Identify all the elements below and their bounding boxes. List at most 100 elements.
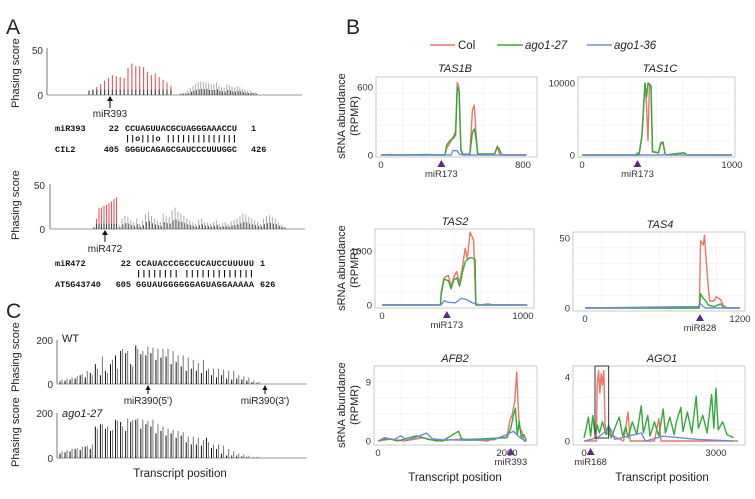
series-line-ago1-36 xyxy=(382,297,528,306)
highlight-box xyxy=(594,365,610,439)
a1-ytick-zero: 0 xyxy=(37,91,43,102)
mirna-arrow xyxy=(145,385,151,394)
y-tick-label: 4 xyxy=(565,373,570,384)
series-line-col xyxy=(585,234,740,309)
alignment-target-end: 626 xyxy=(260,280,275,290)
a2-marker-label: miR472 xyxy=(88,244,123,255)
alignment-mirna-seq: CCAUACCCGCCUCAUCCUUUUU xyxy=(136,259,254,269)
mirna-cleavage-arrow xyxy=(107,96,113,108)
c1-ytick-top: 200 xyxy=(36,336,53,347)
x-tick-label: 0 xyxy=(581,448,586,459)
panel-label-b: B xyxy=(346,16,360,39)
series-line-ago1-27 xyxy=(377,407,528,442)
y-tick-label: 0 xyxy=(367,301,372,312)
b-ylabel-line1: sRNA abundance xyxy=(336,73,348,159)
mirna-arrow xyxy=(262,385,268,394)
b-ylabel-row3: sRNA abundance (RPMR) xyxy=(336,362,361,448)
a2-ytick-zero: 0 xyxy=(39,225,45,236)
legend: Col ago1-27 ago1-36 xyxy=(430,40,657,52)
alignment-mirna-seq: CCUAGUUACGCUAGGGAAACCU xyxy=(125,124,237,134)
y-tick-label: 0 xyxy=(565,437,570,448)
y-tick-label: 0 xyxy=(565,304,570,315)
x-tick-label: 1000 xyxy=(721,160,742,171)
panel-a: Phasing score 50 0 miR393 miR393 22 CCUA… xyxy=(10,38,305,290)
alignment-1: miR393 22 CCUAGUUACGCUAGGGAAACCU 1 ||o||… xyxy=(55,124,266,155)
b-xlabel-right: Transcript position xyxy=(615,472,709,484)
chart-ago1: AGO1 0 3000 0 4 miR168 xyxy=(565,353,746,468)
mirna-target-triangle-icon xyxy=(442,311,451,318)
series-line-ago1-27 xyxy=(382,256,528,306)
b-ylabel-row1: sRNA abundance (RPMR) xyxy=(336,73,361,159)
x-tick-label: 0 xyxy=(378,160,383,171)
series-line-ago1-36 xyxy=(381,149,527,156)
y-tick-label: 0 xyxy=(570,151,575,162)
chart-title: TAS1B xyxy=(438,63,472,75)
alignment-pairing: ||o|||o |||||||||||||| xyxy=(125,134,237,144)
alignment-mirna-start: 22 xyxy=(109,124,119,134)
series-line-ago1-27 xyxy=(582,82,732,156)
mirna-target-triangle-icon xyxy=(506,448,515,455)
series-line-ago1-36 xyxy=(377,430,527,442)
mirna-target-triangle-icon xyxy=(437,160,446,167)
c-xlabel: Transcript position xyxy=(133,468,227,480)
x-tick-label: 2000 xyxy=(496,448,517,459)
c1-ytick-zero: 0 xyxy=(47,380,53,391)
a2-ylabel: Phasing score xyxy=(10,170,22,240)
chart-tas2: TAS2 0 1000 0 1000 miR173 xyxy=(351,216,535,331)
x-tick-label: 800 xyxy=(515,160,531,171)
alignment-mirna-start: 22 xyxy=(121,259,131,269)
b-ylabel-row2: sRNA abundance (RPMR) xyxy=(336,225,361,311)
mirna-cleavage-arrow xyxy=(102,230,108,242)
c2-sample-label: ago1-27 xyxy=(62,408,103,420)
alignment-pairing: |||||||| ||||||||||||| xyxy=(136,269,254,279)
c2-ytick-zero: 0 xyxy=(47,454,53,465)
series-line-ago1-27 xyxy=(585,293,740,309)
chart-title: AFB2 xyxy=(440,353,469,365)
a1-ylabel: Phasing score xyxy=(10,38,22,108)
a1-ytick-top: 50 xyxy=(32,46,44,57)
mirna-target-label: miR168 xyxy=(574,457,607,468)
x-tick-label: 0 xyxy=(375,448,380,459)
panel-c: Phasing score Phasing score 200 0 WT miR… xyxy=(10,322,307,480)
c1-marker-5p: miR390(5') xyxy=(124,396,173,407)
b-ylabel-line2: (RPMR) xyxy=(349,385,361,425)
alignment-target-seq: GGUAUGGGGGGAGUAGGAAAAA xyxy=(136,280,255,290)
alignment-mirna-end: 1 xyxy=(251,124,256,134)
b-ylabel-line2: (RPMR) xyxy=(349,248,361,288)
x-tick-label: 0 xyxy=(579,160,584,171)
legend-label-ago1-27: ago1-27 xyxy=(525,40,568,52)
panel-label-c: C xyxy=(6,300,21,323)
mirna-target-label: miR393 xyxy=(494,457,527,468)
b-ylabel-line1: sRNA abundance xyxy=(336,225,348,311)
c2-ylabel: Phasing score xyxy=(10,397,22,467)
mirna-target-label: miR828 xyxy=(684,323,717,334)
series-line-ago1-36 xyxy=(583,427,734,442)
alignment-target-name: CIL2 xyxy=(55,145,75,155)
mirna-target-label: miR173 xyxy=(430,320,463,331)
x-tick-label: 0 xyxy=(379,311,384,322)
alignment-2: miR472 22 CCAUACCCGCCUCAUCCUUUUU 1 |||||… xyxy=(55,259,275,290)
alignment-target-seq: GGGUCAGAGCGAUCCCUUUGGC xyxy=(125,145,237,155)
c1-sample-label: WT xyxy=(62,333,79,345)
mirna-target-triangle-icon xyxy=(633,160,642,167)
chart-title: TAS2 xyxy=(442,216,469,228)
alignment-mirna-name: miR472 xyxy=(55,259,86,269)
x-tick-label: 1000 xyxy=(512,311,533,322)
x-tick-label: 1200 xyxy=(729,314,750,325)
chart-afb2: AFB2 0 2000 0 9 miR393 xyxy=(366,353,538,468)
chart-title: TAS1C xyxy=(643,63,678,75)
chart-tas4: TAS4 0 1200 0 50 miR828 xyxy=(559,219,750,334)
y-tick-label: 10000 xyxy=(549,79,575,90)
series-line-ago1-36 xyxy=(582,152,732,156)
alignment-target-start: 405 xyxy=(104,145,119,155)
legend-label-ago1-36: ago1-36 xyxy=(614,40,657,52)
c1-ylabel: Phasing score xyxy=(10,322,22,392)
mirna-target-label: miR173 xyxy=(425,169,458,180)
alignment-target-end: 426 xyxy=(251,145,266,155)
series-line-ago1-27 xyxy=(583,387,734,439)
legend-label-col: Col xyxy=(458,40,475,52)
series-line-ago1-36 xyxy=(584,303,740,309)
c1-marker-3p: miR390(3') xyxy=(241,396,290,407)
c2-ytick-top: 200 xyxy=(36,409,53,420)
mirna-target-triangle-icon xyxy=(586,448,595,455)
